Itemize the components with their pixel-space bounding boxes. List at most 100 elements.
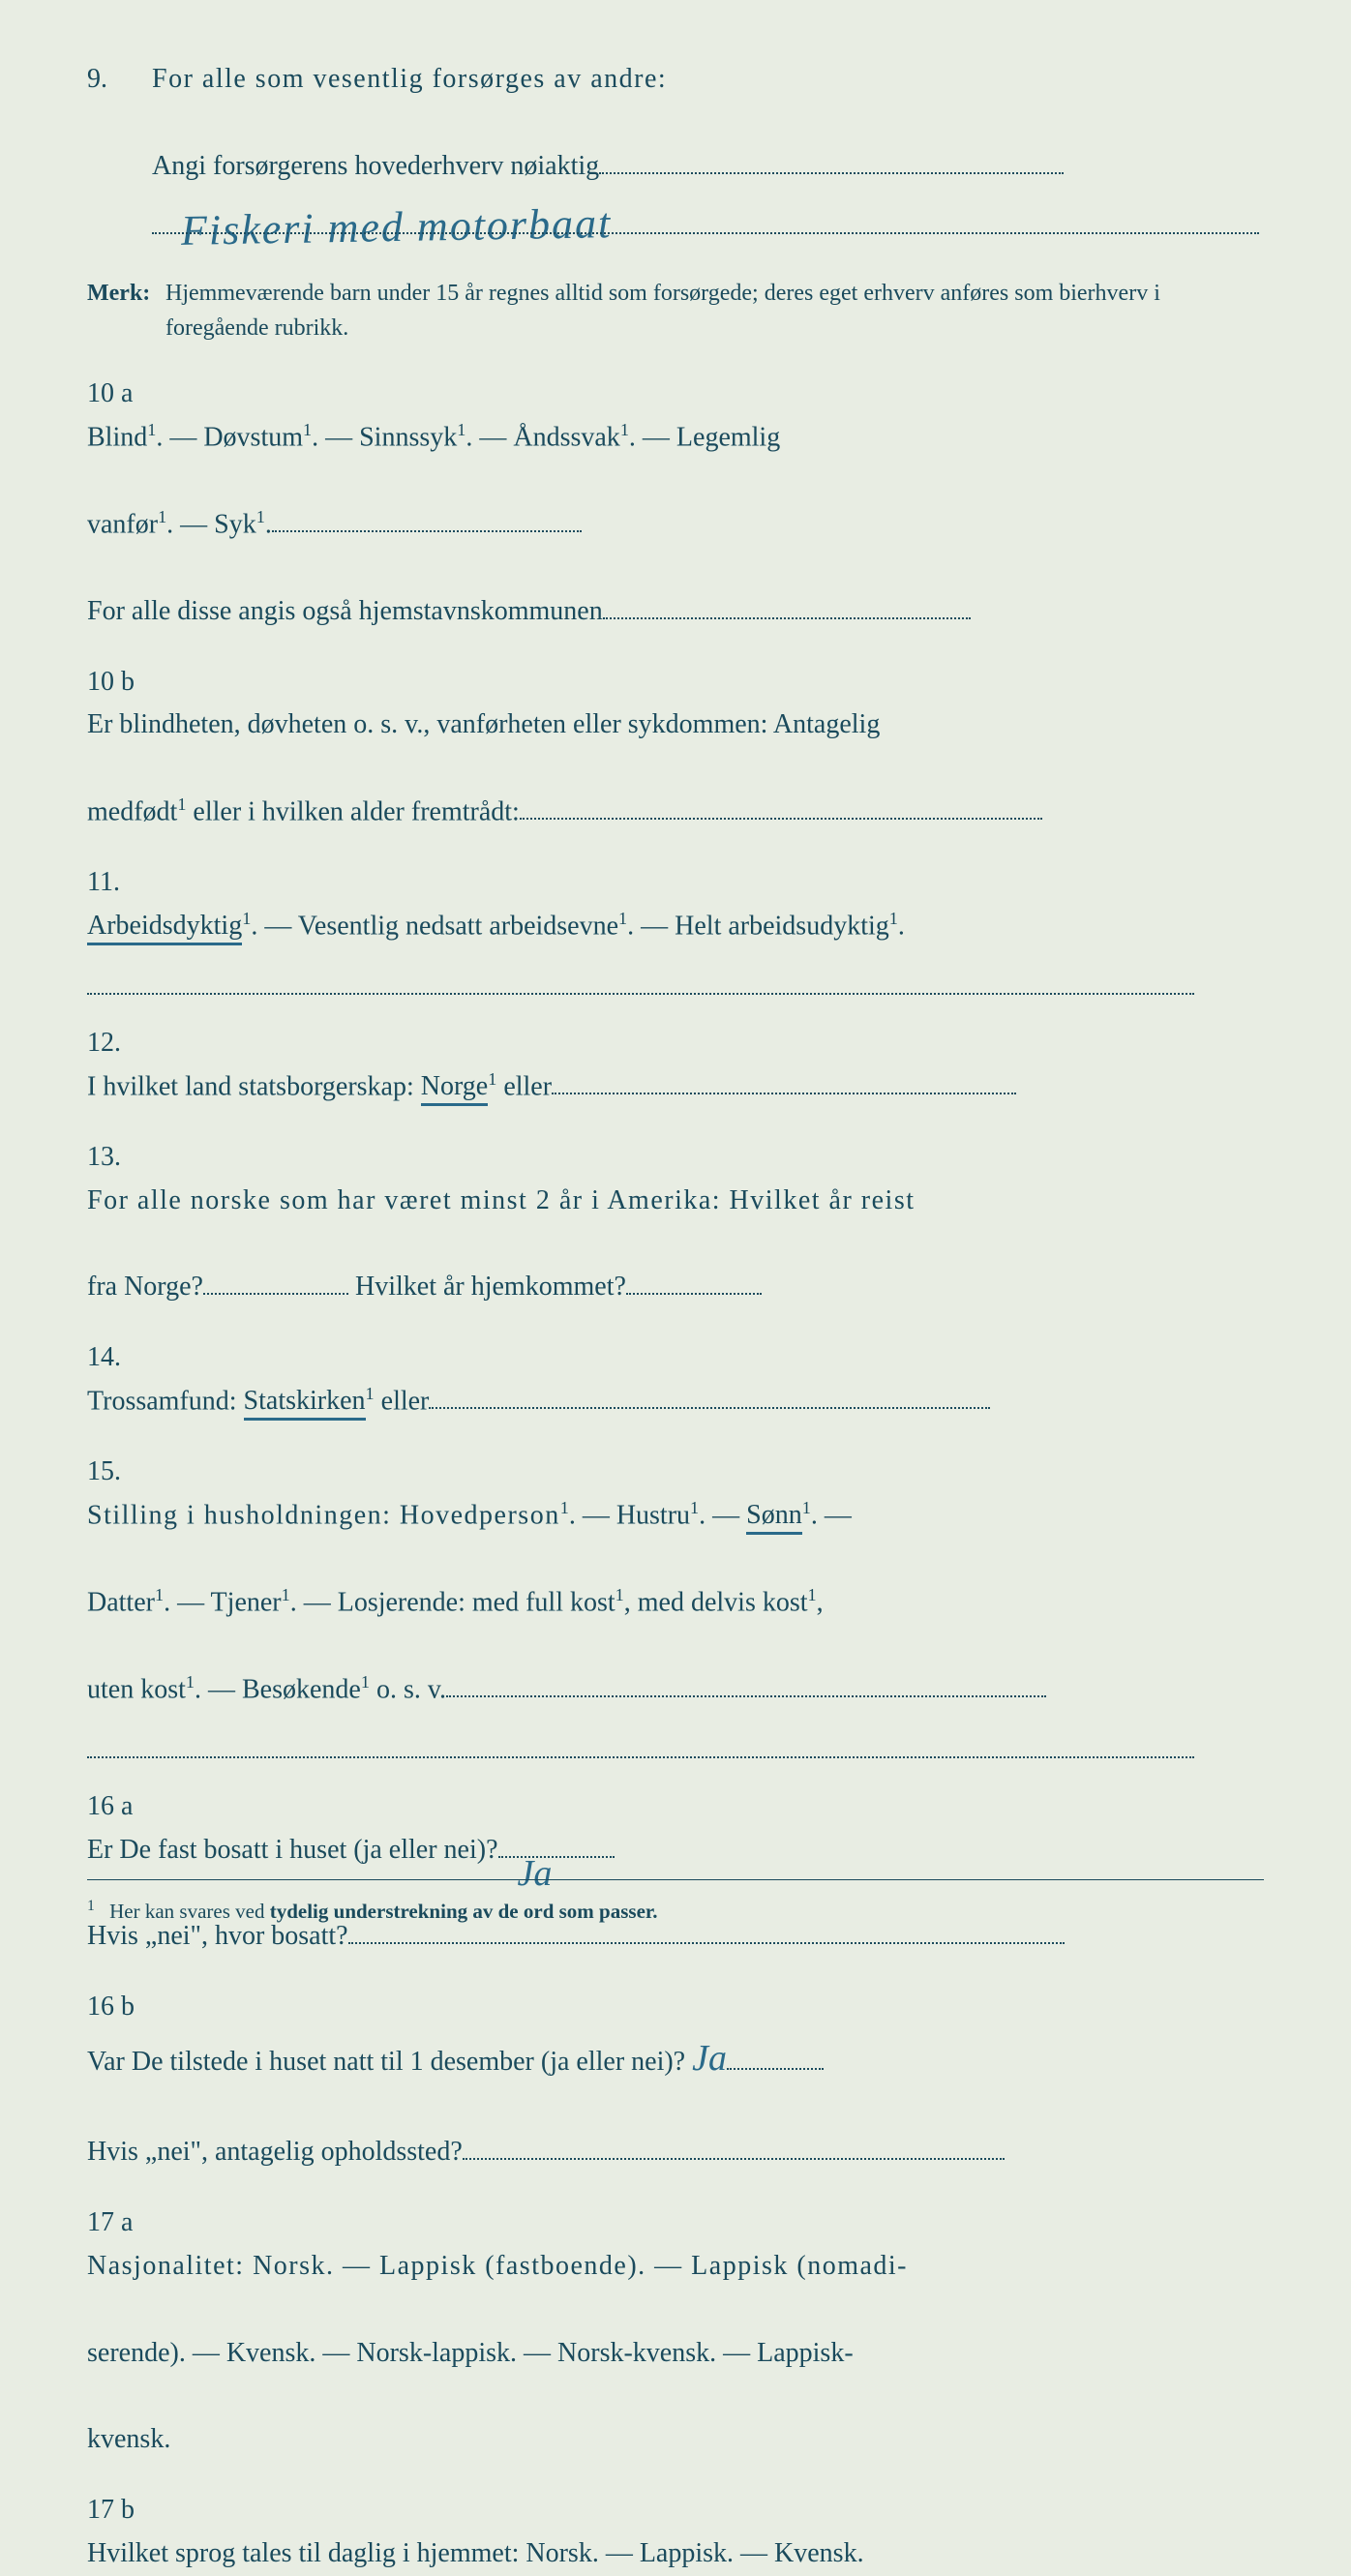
question-14: 14. Trossamfund: Statskirken1 eller <box>87 1336 1264 1423</box>
note-merk: Merk: Hjemmeværende barn under 15 år reg… <box>87 276 1264 345</box>
q9-line1 <box>599 172 1064 174</box>
footnote-text1: Her kan svares ved <box>109 1900 270 1923</box>
q15-text1d: . — <box>811 1500 852 1530</box>
q9-body: For alle som vesentlig forsørges av andr… <box>152 58 1259 249</box>
footnote: 1 Her kan svares ved tydelig understrekn… <box>87 1879 1264 1924</box>
q11-selected-option: Arbeidsdyktig <box>87 911 242 945</box>
q13-text3: Hvilket år hjemkommet? <box>355 1272 626 1302</box>
q15-line1 <box>446 1695 1046 1697</box>
q11-opt2: . — Vesentlig nedsatt arbeidsevne <box>251 911 618 941</box>
q13-text1: For alle norske som har været minst 2 år… <box>87 1185 916 1215</box>
q9-text2: Angi forsørgerens hovederhverv nøiaktig <box>152 151 599 181</box>
q15-opt-tjener: . — Tjener <box>164 1587 282 1617</box>
q10a-text3: For alle disse angis også hjemstavnskomm… <box>87 596 603 626</box>
q12-line <box>552 1093 1016 1094</box>
q15-body: Stilling i husholdningen: Hovedperson1. … <box>87 1494 1194 1758</box>
q15-line2 <box>87 1720 1194 1758</box>
q14-line <box>429 1407 990 1409</box>
merk-text: Hjemmeværende barn under 15 år regnes al… <box>165 276 1260 345</box>
q16b-answer-ja: Ja <box>692 2038 727 2079</box>
question-16b: 16 b Var De tilstede i huset natt til 1 … <box>87 1986 1264 2174</box>
q14-text2: eller <box>375 1386 430 1416</box>
q10b-line <box>520 818 1042 820</box>
q10a-opt6: vanfør <box>87 509 158 539</box>
q11-line <box>87 956 1194 995</box>
q17a-text1: Nasjonalitet: Norsk. — Lappisk (fastboen… <box>87 2251 908 2281</box>
q11-body: Arbeidsdyktig1. — Vesentlig nedsatt arbe… <box>87 905 1194 995</box>
q17b-text: Hvilket sprog tales til daglig i hjemmet… <box>87 2538 864 2568</box>
question-10a: 10 a Blind1. — Døvstum1. — Sinnssyk1. — … <box>87 373 1264 633</box>
q10a-opt7: . — Syk <box>166 509 256 539</box>
footnote-bold: tydelig understrekning av de ord som pas… <box>270 1900 658 1923</box>
q16b-body: Var De tilstede i huset natt til 1 desem… <box>87 2029 1194 2174</box>
q16b-line1 <box>727 2068 824 2070</box>
q13-text2: fra Norge? <box>87 1272 203 1302</box>
q16b-text1: Var De tilstede i huset natt til 1 desem… <box>87 2047 685 2077</box>
question-11: 11. Arbeidsdyktig1. — Vesentlig nedsatt … <box>87 861 1264 995</box>
q10a-opt3: . — Sinnssyk <box>312 422 457 452</box>
question-17a: 17 a Nasjonalitet: Norsk. — Lappisk (fas… <box>87 2202 1264 2462</box>
q15-opt-besokende: . — Besøkende <box>195 1674 361 1704</box>
question-16a: 16 a Er De fast bosatt i huset (ja eller… <box>87 1785 1264 1959</box>
q16a-line1: Ja <box>498 1856 615 1858</box>
q12-number: 12. <box>87 1022 157 1065</box>
q10b-text2a: medfødt <box>87 796 177 826</box>
q10b-text1: Er blindheten, døvheten o. s. v., vanfør… <box>87 709 880 739</box>
q10a-opt1: Blind <box>87 422 147 452</box>
q9-number: 9. <box>87 58 145 102</box>
q15-text3c: o. s. v. <box>370 1674 446 1704</box>
q9-line2 <box>152 207 1259 234</box>
q13-line2 <box>626 1293 762 1295</box>
q13-line1 <box>203 1293 348 1295</box>
q14-body: Trossamfund: Statskirken1 eller <box>87 1380 1194 1423</box>
q10b-text2b: eller i hvilken alder fremtrådt: <box>186 796 519 826</box>
q15-opt-delviskost: , med delvis kost <box>624 1587 808 1617</box>
q15-opt-datter: Datter <box>87 1587 155 1617</box>
q16a-number: 16 a <box>87 1785 157 1829</box>
q12-body: I hvilket land statsborgerskap: Norge1 e… <box>87 1065 1194 1109</box>
q11-opt3: . — Helt arbeidsudyktig <box>627 911 889 941</box>
q16b-number: 16 b <box>87 1986 157 2029</box>
q15-opt-utenkost: uten kost <box>87 1674 186 1704</box>
q17b-body: Hvilket sprog tales til daglig i hjemmet… <box>87 2532 1194 2576</box>
q10b-body: Er blindheten, døvheten o. s. v., vanfør… <box>87 704 1194 834</box>
q10a-line1 <box>272 530 582 532</box>
q12-text2: eller <box>496 1071 552 1101</box>
question-13: 13. For alle norske som har været minst … <box>87 1136 1264 1309</box>
q15-text1: Stilling i husholdningen: Hovedperson <box>87 1500 560 1530</box>
census-form-page: 9. For alle som vesentlig forsørges av a… <box>87 58 1264 1943</box>
q14-number: 14. <box>87 1336 157 1380</box>
merk-label: Merk: <box>87 276 160 311</box>
q17a-body: Nasjonalitet: Norsk. — Lappisk (fastboen… <box>87 2245 1194 2462</box>
q10b-number: 10 b <box>87 661 157 704</box>
q13-body: For alle norske som har været minst 2 år… <box>87 1180 1194 1309</box>
q17b-number: 17 b <box>87 2489 157 2532</box>
q15-opt-fullkost: . — Losjerende: med full kost <box>290 1587 615 1617</box>
q15-text1c: . — <box>699 1500 746 1530</box>
q16a-line2 <box>348 1942 1065 1944</box>
q10a-body: Blind1. — Døvstum1. — Sinnssyk1. — Åndss… <box>87 416 1194 634</box>
q10a-opt5: . — Legemlig <box>629 422 780 452</box>
footnote-num: 1 <box>87 1898 95 1914</box>
q14-selected-statskirken: Statskirken <box>244 1386 366 1421</box>
q17a-number: 17 a <box>87 2202 157 2245</box>
q14-text1: Trossamfund: <box>87 1386 244 1416</box>
q9-text1: For alle som vesentlig forsørges av andr… <box>152 64 667 94</box>
q10a-number: 10 a <box>87 373 157 416</box>
q10a-opt2: . — Døvstum <box>156 422 303 452</box>
q17a-text3: kvensk. <box>87 2424 170 2454</box>
question-9: 9. For alle som vesentlig forsørges av a… <box>87 58 1264 249</box>
q10a-opt4: . — Åndssvak <box>465 422 619 452</box>
q15-number: 15. <box>87 1451 157 1494</box>
question-12: 12. I hvilket land statsborgerskap: Norg… <box>87 1022 1264 1109</box>
question-10b: 10 b Er blindheten, døvheten o. s. v., v… <box>87 661 1264 835</box>
q17a-text2: serende). — Kvensk. — Norsk-lappisk. — N… <box>87 2338 854 2368</box>
q16b-line2 <box>463 2158 1005 2160</box>
question-17b: 17 b Hvilket sprog tales til daglig i hj… <box>87 2489 1264 2576</box>
question-15: 15. Stilling i husholdningen: Hovedperso… <box>87 1451 1264 1758</box>
q16a-text1: Er De fast bosatt i huset (ja eller nei)… <box>87 1835 498 1865</box>
q12-text1: I hvilket land statsborgerskap: <box>87 1071 421 1101</box>
q15-selected-sonn: Sønn <box>746 1500 802 1535</box>
q12-selected-norge: Norge <box>421 1071 488 1106</box>
q16a-text2: Hvis „nei", hvor bosatt? <box>87 1921 348 1951</box>
